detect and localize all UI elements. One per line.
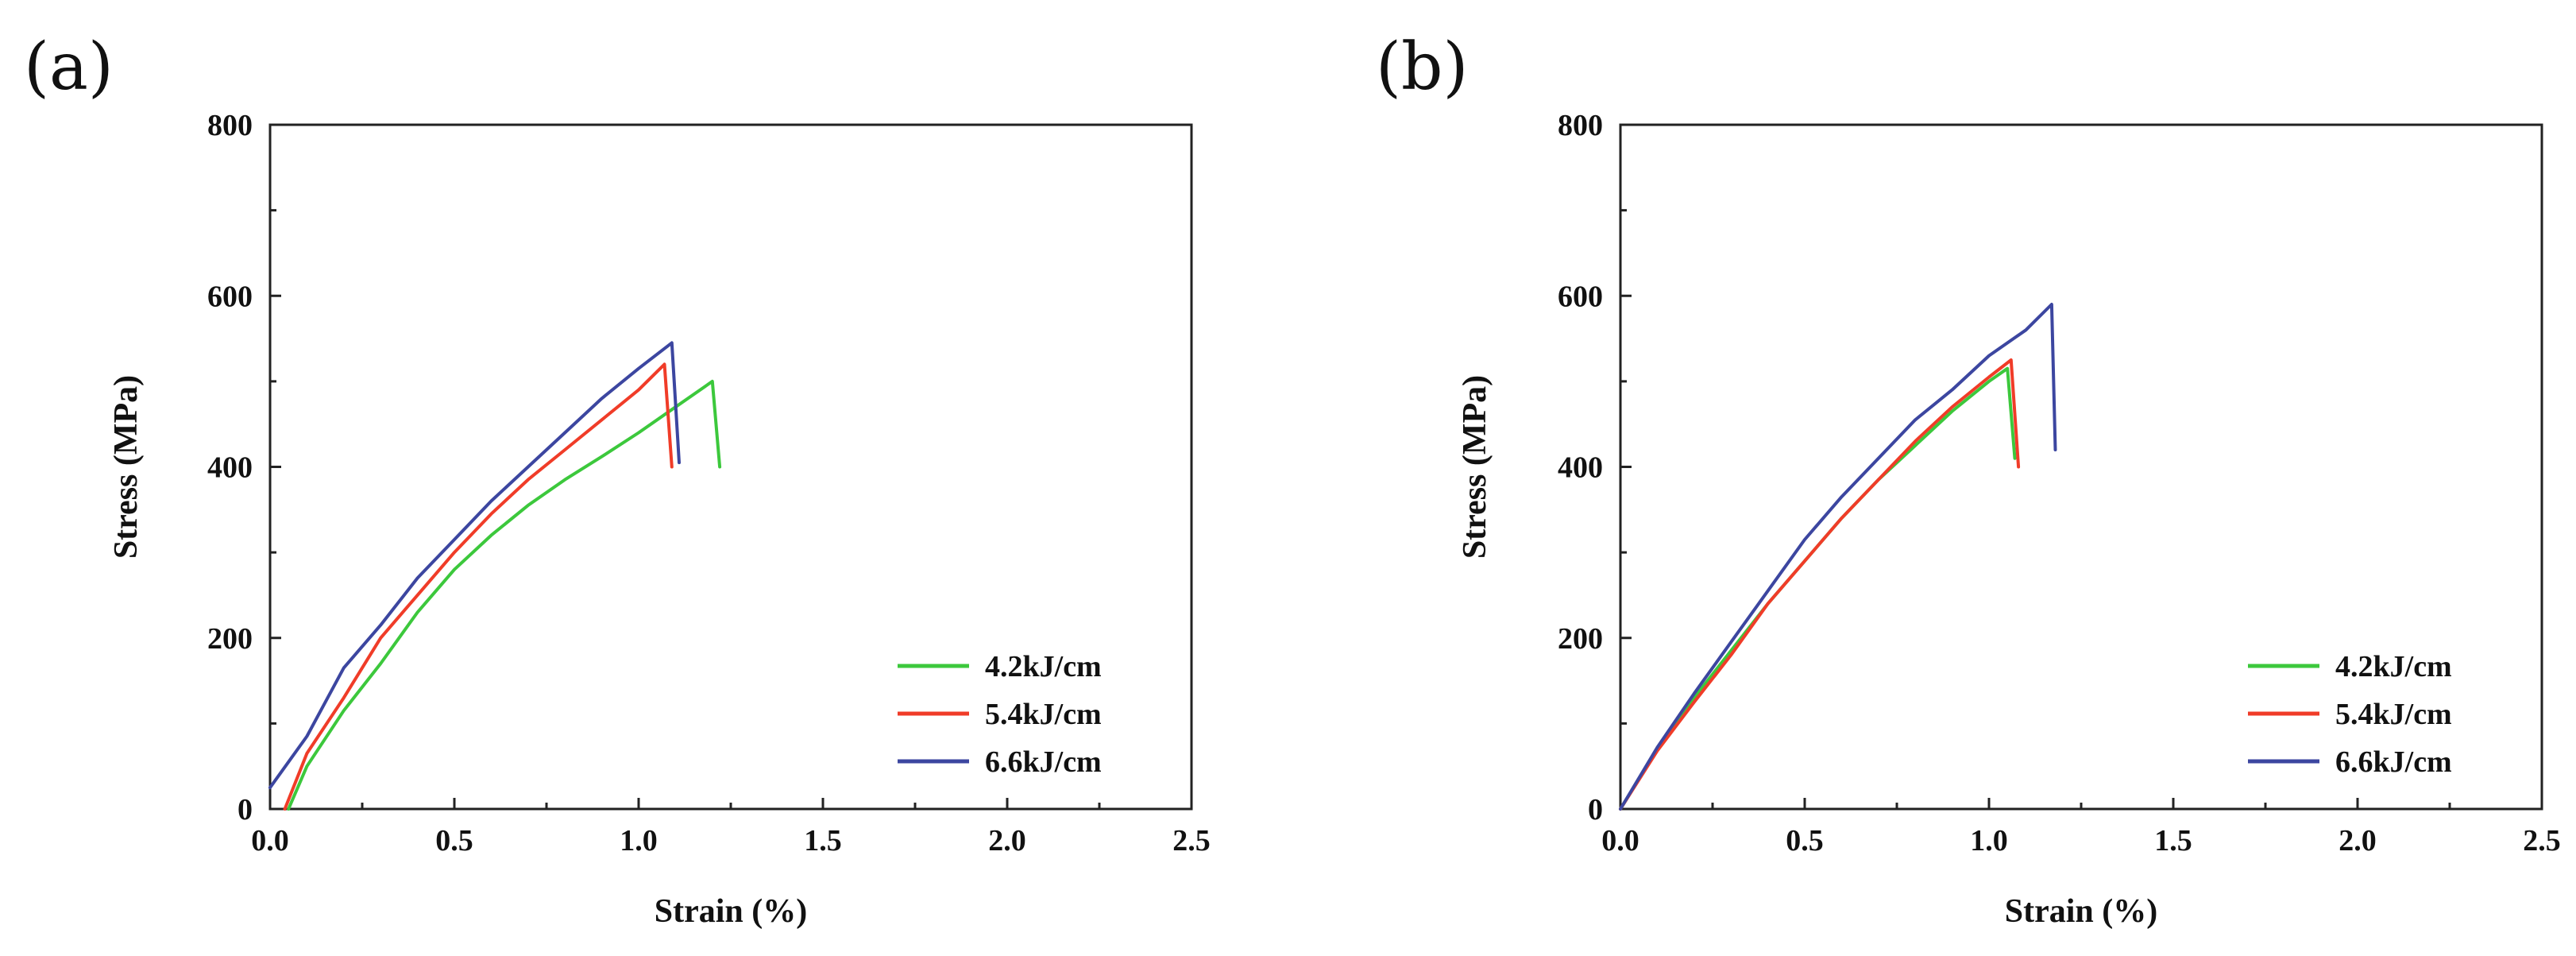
x-tick-label: 2.5 <box>1172 824 1211 857</box>
x-tick-label: 2.5 <box>2523 824 2561 857</box>
legend-label: 5.4kJ/cm <box>2335 698 2452 731</box>
panel-label: (b) <box>1376 29 1468 105</box>
x-tick-label: 0.5 <box>1786 824 1824 857</box>
series-line-6.6kJ/cm <box>268 341 681 790</box>
panel-label: (a) <box>24 29 114 105</box>
x-tick-label: 1.5 <box>2154 824 2192 857</box>
x-tick-label: 1.0 <box>1970 824 2008 857</box>
legend-label: 6.6kJ/cm <box>985 745 1102 779</box>
y-tick-label: 200 <box>207 622 253 656</box>
y-tick-label: 400 <box>1558 451 1603 485</box>
y-tick-label: 0 <box>238 793 253 826</box>
legend-label: 6.6kJ/cm <box>2335 745 2452 779</box>
y-tick-label: 800 <box>207 109 253 142</box>
y-tick-label: 200 <box>1558 622 1603 656</box>
x-tick-label: 2.0 <box>2338 824 2377 857</box>
x-tick-label: 1.5 <box>804 824 842 857</box>
series-line-5.4kJ/cm <box>1619 358 2021 811</box>
y-tick-label: 800 <box>1558 109 1603 142</box>
series-line-6.6kJ/cm <box>1619 303 2057 811</box>
x-tick-label: 0.0 <box>1601 824 1639 857</box>
y-axis-title: Stress (MPa) <box>108 375 145 559</box>
y-tick-label: 0 <box>1588 793 1603 826</box>
series-line-4.2kJ/cm <box>287 379 722 811</box>
x-tick-label: 0.0 <box>251 824 289 857</box>
legend-label: 4.2kJ/cm <box>2335 650 2452 683</box>
series-line-5.4kJ/cm <box>283 362 674 811</box>
x-tick-label: 0.5 <box>435 824 473 857</box>
x-axis-title: Strain (%) <box>655 893 808 930</box>
y-tick-label: 400 <box>207 451 253 485</box>
y-axis-title: Stress (MPa) <box>1457 375 1493 559</box>
y-tick-label: 600 <box>1558 280 1603 313</box>
series-line-4.2kJ/cm <box>1619 366 2017 811</box>
x-tick-label: 2.0 <box>988 824 1026 857</box>
x-axis-title: Strain (%) <box>2005 893 2158 930</box>
x-tick-label: 1.0 <box>620 824 658 857</box>
chart-panel-a: (a) 0.0 0.5 1.0 1.5 2.0 2.5 0 200 400 600 800 Strain… <box>24 29 1211 930</box>
legend-label: 5.4kJ/cm <box>985 698 1102 731</box>
y-tick-label: 600 <box>207 280 253 313</box>
chart-panel-b: (b) 0.0 0.5 1.0 1.5 2.0 2.5 0 200 400 600 800 Strain… <box>1376 29 2561 930</box>
legend-label: 4.2kJ/cm <box>985 650 1102 683</box>
